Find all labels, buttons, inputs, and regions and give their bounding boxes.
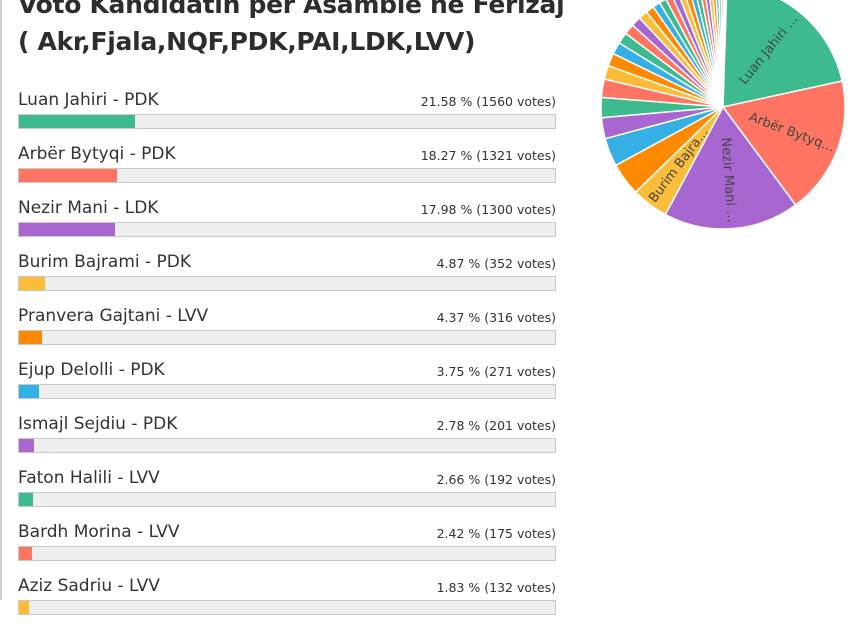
progress-bar: [18, 384, 556, 399]
pie-slice: [679, 0, 724, 108]
result-row: Arbër Bytyqi - PDK 18.27 % (1321 votes): [18, 142, 556, 196]
progress-fill: [19, 115, 135, 128]
vote-stats: 21.58 % (1560 votes): [420, 94, 556, 109]
candidate-name: Nezir Mani - LDK: [18, 198, 159, 218]
results-pie-chart: Luan Jahiri ...Arbër Bytyq...Nezir Mani …: [600, 0, 846, 230]
pie-slice: [686, 0, 724, 108]
progress-fill: [19, 277, 46, 290]
progress-fill: [19, 385, 40, 398]
pie-slice: [722, 0, 728, 108]
result-row: Pranvera Gajtani - LVV 4.37 % (316 votes): [18, 304, 556, 358]
pie-slice: [722, 0, 844, 108]
pie-slice: [712, 0, 724, 108]
progress-bar: [18, 600, 556, 615]
vote-stats: 2.78 % (201 votes): [436, 418, 556, 433]
content-border: [0, 0, 2, 600]
vote-stats: 2.42 % (175 votes): [436, 526, 556, 541]
pie-slice: [673, 0, 724, 108]
progress-fill: [19, 493, 34, 506]
candidate-name: Pranvera Gajtani - LVV: [18, 306, 209, 326]
progress-fill: [19, 223, 116, 236]
vote-stats: 4.87 % (352 votes): [436, 256, 556, 271]
poll-title: Voto Kandidatin per Asamble ne Ferizaj (…: [18, 0, 565, 56]
pie-slice: [665, 0, 724, 108]
vote-stats: 2.66 % (192 votes): [436, 472, 556, 487]
progress-fill: [19, 439, 34, 452]
progress-fill: [19, 601, 29, 614]
pie-slice: [705, 0, 724, 108]
pie-slice: [664, 105, 797, 230]
progress-bar: [18, 438, 556, 453]
progress-fill: [19, 169, 117, 182]
vote-stats: 1.83 % (132 votes): [436, 580, 556, 595]
progress-bar: [18, 546, 556, 561]
vote-stats: 4.37 % (316 votes): [436, 310, 556, 325]
progress-bar: [18, 168, 556, 183]
progress-bar: [18, 114, 556, 129]
candidate-name: Aziz Sadriu - LVV: [18, 576, 160, 596]
vote-stats: 18.27 % (1321 votes): [420, 148, 556, 163]
pie-slice: [709, 0, 724, 108]
progress-bar: [18, 222, 556, 237]
result-row: Ismajl Sejdiu - PDK 2.78 % (201 votes): [18, 412, 556, 466]
progress-bar: [18, 330, 556, 345]
result-row: Bardh Morina - LVV 2.42 % (175 votes): [18, 520, 556, 574]
result-row: Faton Halili - LVV 2.66 % (192 votes): [18, 466, 556, 520]
results-list: Luan Jahiri - PDK 21.58 % (1560 votes) Arb…: [18, 88, 556, 628]
vote-stats: 17.98 % (1300 votes): [420, 202, 556, 217]
result-row: Aziz Sadriu - LVV 1.83 % (132 votes): [18, 574, 556, 628]
result-row: Ejup Delolli - PDK 3.75 % (271 votes): [18, 358, 556, 412]
pie-slice: [658, 0, 724, 108]
progress-fill: [19, 331, 43, 344]
pie-slice: [691, 0, 724, 108]
candidate-name: Ejup Delolli - PDK: [18, 360, 165, 380]
candidate-name: Burim Bajrami - PDK: [18, 252, 192, 272]
candidate-name: Luan Jahiri - PDK: [18, 90, 159, 110]
vote-stats: 3.75 % (271 votes): [436, 364, 556, 379]
pie-slice: [721, 80, 846, 207]
pie-slice-label: Nezir Mani ...: [718, 137, 739, 223]
progress-bar: [18, 276, 556, 291]
result-row: Nezir Mani - LDK 17.98 % (1300 votes): [18, 196, 556, 250]
progress-bar: [18, 492, 556, 507]
candidate-name: Faton Halili - LVV: [18, 468, 160, 488]
result-row: Luan Jahiri - PDK 21.58 % (1560 votes): [18, 88, 556, 142]
candidate-name: Bardh Morina - LVV: [18, 522, 180, 542]
candidate-name: Ismajl Sejdiu - PDK: [18, 414, 178, 434]
candidate-name: Arbër Bytyqi - PDK: [18, 144, 176, 164]
progress-fill: [19, 547, 32, 560]
result-row: Burim Bajrami - PDK 4.87 % (352 votes): [18, 250, 556, 304]
